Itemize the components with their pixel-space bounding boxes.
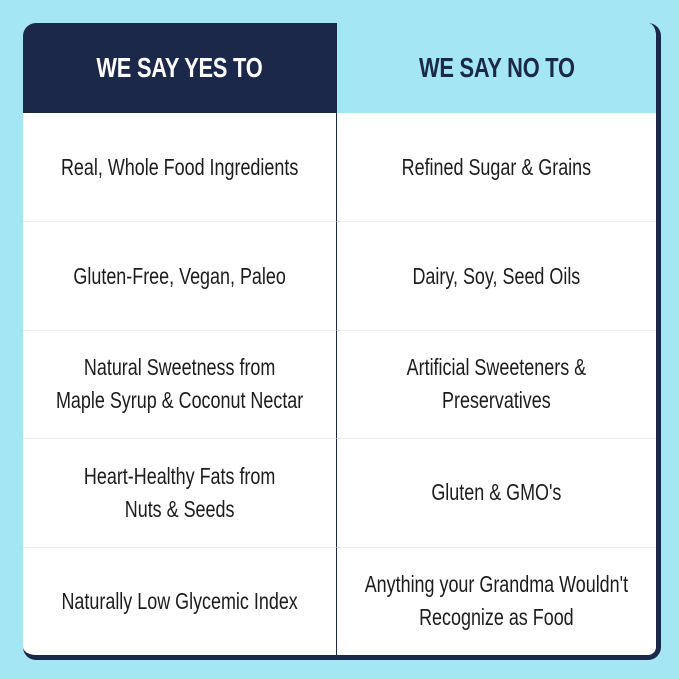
- no-cell: Dairy, Soy, Seed Oils: [336, 221, 656, 330]
- yes-cell: Heart-Healthy Fats from Nuts & Seeds: [23, 438, 336, 546]
- no-cell: Refined Sugar & Grains: [336, 113, 656, 222]
- yes-cell: Gluten-Free, Vegan, Paleo: [23, 221, 336, 329]
- yes-cell: Real, Whole Food Ingredients: [23, 113, 336, 221]
- no-cell: Gluten & GMO's: [336, 438, 656, 547]
- comparison-table: WE SAY YES TO WE SAY NO TO Real, Whole F…: [23, 23, 661, 660]
- header-no-label: WE SAY NO TO: [418, 52, 575, 83]
- yes-text: Heart-Healthy Fats from Nuts & Seeds: [83, 462, 276, 522]
- no-cell: Artificial Sweeteners & Preservatives: [336, 329, 656, 439]
- no-text: Refined Sugar & Grains: [401, 153, 592, 180]
- yes-text: Naturally Low Glycemic Index: [61, 587, 298, 614]
- yes-text: Natural Sweetness from Maple Syrup & Coc…: [55, 354, 304, 414]
- no-text: Artificial Sweeteners & Preservatives: [406, 354, 587, 414]
- yes-cell: Naturally Low Glycemic Index: [23, 546, 336, 655]
- header-yes: WE SAY YES TO: [23, 23, 336, 113]
- no-cell: Anything your Grandma Wouldn't Recognize…: [336, 546, 656, 655]
- yes-text: Real, Whole Food Ingredients: [60, 153, 299, 180]
- no-text: Dairy, Soy, Seed Oils: [412, 262, 581, 289]
- yes-text: Gluten-Free, Vegan, Paleo: [73, 262, 286, 289]
- header-yes-label: WE SAY YES TO: [96, 52, 263, 83]
- header-no: WE SAY NO TO: [336, 23, 656, 113]
- yes-cell: Natural Sweetness from Maple Syrup & Coc…: [23, 329, 336, 438]
- no-text: Anything your Grandma Wouldn't Recognize…: [364, 571, 629, 631]
- no-text: Gluten & GMO's: [431, 479, 562, 506]
